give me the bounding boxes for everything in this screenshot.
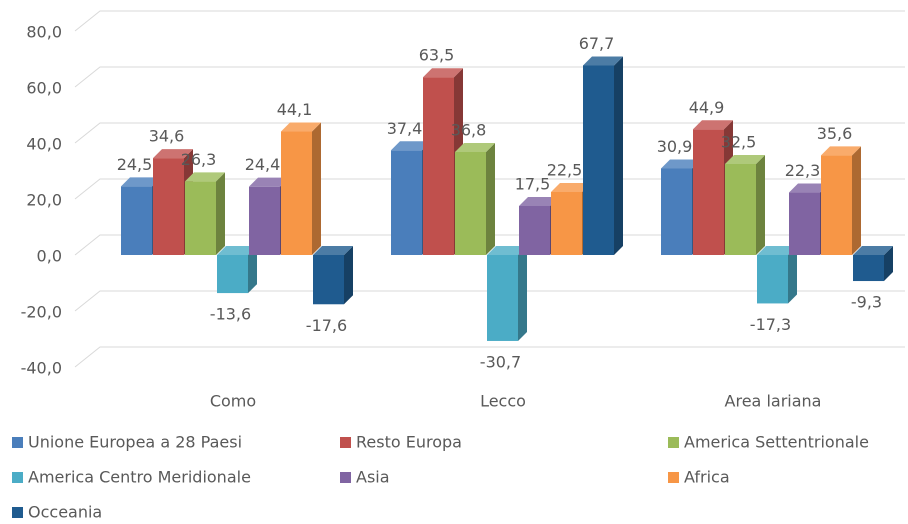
legend-label: Africa [684,468,730,487]
legend-swatch [340,472,351,483]
grid-line [74,346,905,368]
bar [487,246,527,341]
grid-line [74,290,905,312]
y-tick-label: 20,0 [26,191,62,210]
x-tick-label: Area lariana [725,392,822,411]
grid-line [74,178,905,200]
data-label: 24,5 [117,155,153,174]
y-tick-label: 40,0 [26,135,62,154]
data-label: 34,6 [149,127,185,146]
x-tick-label: Lecco [480,392,526,411]
grid-line [74,10,905,32]
data-label: -13,6 [210,305,251,324]
bar [583,56,623,255]
legend-label: Unione Europea a 28 Paesi [28,433,242,452]
data-label: 36,8 [451,120,487,139]
data-label: -30,7 [480,352,521,371]
bar [853,246,893,282]
bar [185,172,225,255]
legend-swatch [340,437,351,448]
data-label: 24,4 [245,155,281,174]
legend: Unione Europea a 28 Paesi Resto Europa Ame… [12,433,869,522]
data-label: 32,5 [721,133,757,152]
y-tick-label: 60,0 [26,79,62,98]
data-label: 22,5 [547,161,583,180]
data-label: 63,5 [419,46,455,65]
data-label: -9,3 [851,293,882,312]
data-label: 67,7 [579,34,615,53]
bar [281,122,321,256]
legend-swatch [12,507,23,518]
y-tick-label: -20,0 [21,303,62,322]
data-label: 30,9 [657,137,693,156]
bar [821,146,861,255]
grid-line [74,66,905,88]
legend-label: America Centro Meridionale [28,468,251,487]
bar [217,246,257,294]
bar [455,142,495,255]
data-label: 22,3 [785,161,821,180]
bar [725,155,765,255]
data-label: 44,1 [277,100,313,119]
bar [693,120,733,255]
legend-swatch [12,437,23,448]
legend-swatch [668,472,679,483]
data-label: -17,3 [750,315,791,334]
data-label: 35,6 [817,124,853,143]
data-label: 26,3 [181,150,217,169]
grid-line [74,234,905,256]
data-label: 37,4 [387,119,423,138]
data-label: 17,5 [515,175,551,194]
bar [757,246,797,304]
y-tick-label: 80,0 [26,23,62,42]
legend-label: Resto Europa [356,433,462,452]
y-tick-label: -40,0 [21,359,62,378]
legend-swatch [668,437,679,448]
legend-label: Asia [356,468,390,487]
x-tick-label: Como [210,392,256,411]
data-label: 44,9 [689,98,725,117]
bar [313,246,353,305]
legend-label: Occeania [28,503,102,522]
legend-swatch [12,472,23,483]
y-tick-label: 0,0 [37,247,62,266]
grid-line [74,122,905,144]
legend-label: America Settentrionale [684,433,869,452]
data-label: -17,6 [306,316,347,335]
